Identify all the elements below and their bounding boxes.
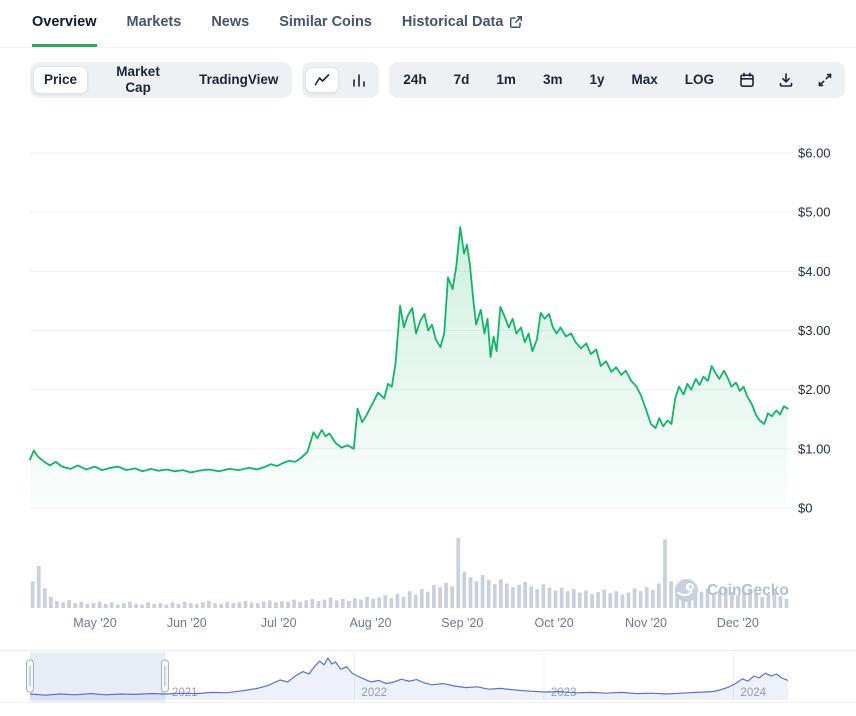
navigator-selection[interactable]: [30, 652, 165, 702]
external-link-icon: [510, 15, 523, 29]
range-7d-button[interactable]: 7d: [443, 66, 481, 94]
tab-overview[interactable]: Overview: [32, 0, 97, 47]
bar-chart-type-button[interactable]: [342, 67, 376, 93]
y-axis-label: $3.00: [798, 323, 831, 338]
metric-toggle: Price Market Cap TradingView: [30, 62, 293, 98]
price-chart[interactable]: $6.00 $5.00 $4.00 $3.00 $2.00 $1.00 $0 May '20 J…: [0, 104, 856, 650]
range-1m-button[interactable]: 1m: [485, 66, 527, 94]
tradingview-tab-button[interactable]: TradingView: [188, 66, 289, 94]
x-axis-label: Sep '20: [441, 616, 483, 630]
chart-area: $6.00 $5.00 $4.00 $3.00 $2.00 $1.00 $0 May '20 J…: [0, 104, 856, 706]
x-axis-label: Dec '20: [717, 616, 759, 630]
price-line: [29, 226, 789, 474]
line-chart-icon: [315, 74, 330, 86]
x-axis-label: Jun '20: [167, 616, 207, 630]
y-axis-label: $4.00: [798, 264, 831, 279]
y-axis-label: $0: [798, 501, 812, 516]
x-axis-label: Oct '20: [534, 616, 573, 630]
y-axis-label: $5.00: [798, 205, 831, 220]
range-toolbar: 24h 7d 1m 3m 1y Max LOG: [389, 62, 845, 98]
bar-chart-icon: [353, 74, 366, 87]
download-chart-button[interactable]: [769, 66, 803, 94]
y-axis-label: $6.00: [798, 146, 831, 161]
section-tabs: Overview Markets News Similar Coins Hist…: [0, 0, 856, 48]
y-axis-label: $1.00: [798, 441, 831, 456]
market-cap-tab-button[interactable]: Market Cap: [91, 58, 185, 102]
navigator-year-label: 2023: [551, 687, 577, 699]
x-axis-label: Aug '20: [349, 616, 391, 630]
range-1y-button[interactable]: 1y: [578, 66, 615, 94]
navigator-area: [30, 658, 788, 700]
navigator-year-label: 2024: [740, 687, 766, 699]
tab-historical-data[interactable]: Historical Data: [402, 0, 524, 47]
range-24h-button[interactable]: 24h: [392, 66, 437, 94]
tab-markets[interactable]: Markets: [126, 14, 182, 30]
tab-historical-data-label: Historical Data: [401, 14, 504, 30]
navigator-line: [29, 656, 789, 696]
chart-type-toggle: [302, 62, 380, 98]
calendar-icon: [740, 72, 754, 88]
tab-news[interactable]: News: [211, 14, 250, 30]
x-axis-label: Jul '20: [261, 616, 297, 630]
price-area: [30, 227, 788, 508]
fullscreen-button[interactable]: [808, 66, 842, 94]
fullscreen-icon: [818, 73, 832, 87]
navigator-year-label: 2022: [361, 687, 387, 699]
x-axis-label: May '20: [73, 616, 116, 630]
range-3m-button[interactable]: 3m: [532, 66, 574, 94]
line-chart-type-button[interactable]: [305, 67, 340, 93]
y-axis-label: $2.00: [798, 382, 831, 397]
calendar-range-button[interactable]: [730, 66, 764, 94]
download-icon: [779, 73, 793, 87]
x-axis-label: Nov '20: [625, 616, 667, 630]
tab-similar-coins[interactable]: Similar Coins: [279, 14, 372, 30]
chart-toolbar: Price Market Cap TradingView 24h 7d 1m 3…: [30, 62, 845, 98]
volume-bars: [30, 538, 789, 608]
log-scale-button[interactable]: LOG: [674, 66, 725, 94]
price-tab-button[interactable]: Price: [33, 65, 89, 95]
chart-navigator[interactable]: 2021202220232024: [0, 650, 856, 706]
range-max-button[interactable]: Max: [620, 66, 668, 94]
